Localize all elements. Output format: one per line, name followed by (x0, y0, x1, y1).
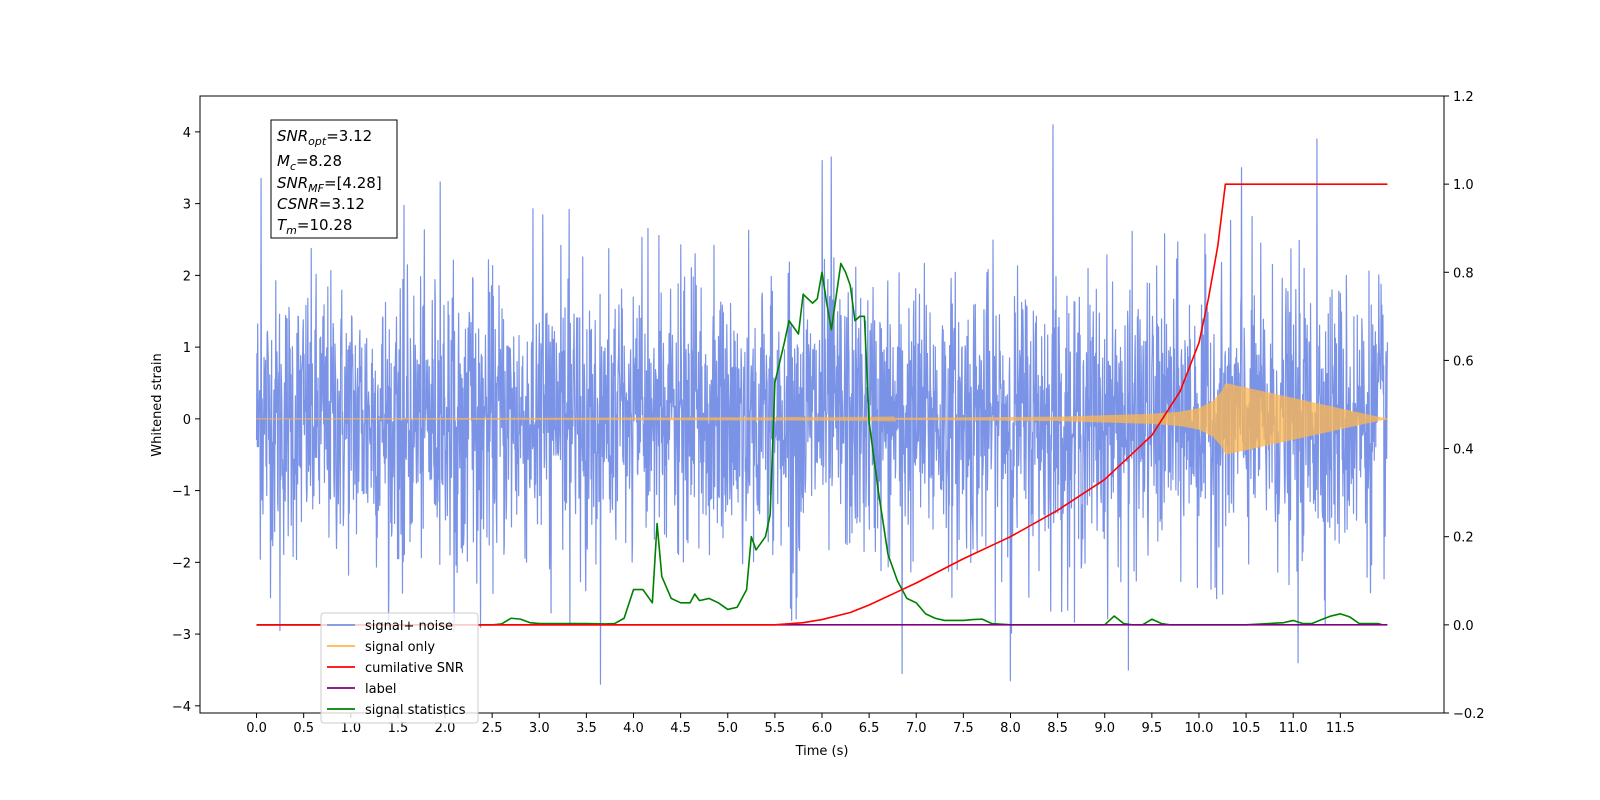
info-line-value: =10.28 (297, 216, 353, 234)
y-tick-label: −3 (172, 628, 191, 643)
info-line-subscript: opt (308, 135, 327, 148)
y2-tick-label: 0.6 (1453, 354, 1474, 369)
x-tick-label: 8.5 (1047, 721, 1068, 736)
x-tick-label: 2.0 (435, 721, 456, 736)
x-tick-label: 10.5 (1232, 721, 1261, 736)
info-line-value: =8.28 (296, 152, 342, 170)
legend-label: label (365, 682, 396, 697)
y-tick-label: −4 (172, 700, 191, 715)
info-line-value: =3.12 (319, 195, 365, 213)
x-tick-label: 4.0 (623, 721, 644, 736)
legend-frame (320, 612, 479, 724)
x-tick-label: 9.5 (1142, 721, 1163, 736)
series-signal-only (256, 383, 1388, 455)
x-tick-label: 1.5 (388, 721, 409, 736)
info-line-symbol: T (277, 216, 288, 234)
x-tick-label: 2.5 (482, 721, 503, 736)
x-tick-label: 3.0 (529, 721, 550, 736)
info-box-frame (270, 119, 398, 239)
x-tick-label: 5.5 (765, 721, 786, 736)
y-tick-label: 3 (183, 198, 191, 213)
x-tick-label: 0.0 (246, 721, 267, 736)
x-axis-label: Time (s) (795, 744, 849, 759)
y-tick-label: 0 (183, 413, 191, 428)
y-tick-label: −2 (172, 556, 191, 571)
y-tick-label: 1 (183, 341, 191, 356)
x-tick-label: 6.0 (812, 721, 833, 736)
x-tick-label: 0.5 (293, 721, 314, 736)
y-axis-right: −0.2 0.0 0.2 0.4 0.6 0.8 1.0 1.2 (1444, 90, 1485, 722)
legend-label: signal statistics (365, 703, 466, 718)
info-line-symbol: CSNR (277, 195, 319, 213)
x-tick-label: 1.0 (340, 721, 361, 736)
x-tick-label: 7.5 (953, 721, 974, 736)
info-line: CSNR=3.12 (277, 195, 365, 213)
info-line-subscript: MF (308, 182, 324, 195)
info-line: SNRMF=[4.28] (277, 174, 382, 195)
y-axis-left: −4 −3 −2 −1 0 1 2 3 4 (172, 126, 200, 715)
x-tick-label: 11.0 (1279, 721, 1308, 736)
plot-area (199, 95, 1445, 714)
info-line-subscript: m (286, 224, 297, 237)
info-line: Mc=8.28 (277, 152, 342, 173)
x-tick-label: 7.0 (906, 721, 927, 736)
y2-tick-label: 1.2 (1453, 90, 1474, 105)
info-line-value: =[4.28] (324, 174, 382, 192)
y2-tick-label: −0.2 (1453, 707, 1485, 722)
legend-label: signal only (365, 640, 435, 655)
x-tick-label: 9.0 (1094, 721, 1115, 736)
legend-label: signal+ noise (365, 619, 453, 634)
info-line-value: =3.12 (326, 127, 372, 145)
y-axis-label: Whitened strain (150, 353, 165, 456)
info-line-symbol: M (277, 152, 290, 170)
info-line-subscript: c (290, 160, 296, 173)
series-signal-noise (255, 124, 1389, 685)
info-box: SNRopt=3.12Mc=8.28SNRMF=[4.28]CSNR=3.12T… (270, 119, 398, 239)
x-axis: 0.0 0.5 1.0 1.5 2.0 2.5 3.0 3.5 4.0 4.5 5.0 5.5 6.0 6… (246, 713, 1355, 736)
x-tick-label: 4.5 (670, 721, 691, 736)
y-tick-label: 2 (183, 269, 191, 284)
x-tick-label: 3.5 (576, 721, 597, 736)
legend: signal+ noise signal only cumilative SNR la… (320, 612, 479, 724)
legend-label: cumilative SNR (365, 661, 464, 676)
x-tick-label: 10.0 (1184, 721, 1213, 736)
x-tick-label: 6.5 (859, 721, 880, 736)
y-tick-label: 4 (183, 126, 191, 141)
y2-tick-label: 0.4 (1453, 443, 1474, 458)
y2-tick-label: 0.8 (1453, 266, 1474, 281)
y2-tick-label: 1.0 (1453, 178, 1474, 193)
x-tick-label: 8.0 (1000, 721, 1021, 736)
x-tick-label: 11.5 (1326, 721, 1355, 736)
info-line: Tm=10.28 (277, 216, 352, 237)
info-line-symbol: SNR (277, 174, 308, 192)
y2-tick-label: 0.0 (1453, 619, 1474, 634)
y2-tick-label: 0.2 (1453, 531, 1474, 546)
y-tick-label: −1 (172, 485, 191, 500)
info-line: SNRopt=3.12 (277, 127, 372, 148)
x-tick-label: 5.0 (717, 721, 738, 736)
series-cumilative-snr (256, 183, 1388, 626)
info-line-symbol: SNR (277, 127, 308, 145)
